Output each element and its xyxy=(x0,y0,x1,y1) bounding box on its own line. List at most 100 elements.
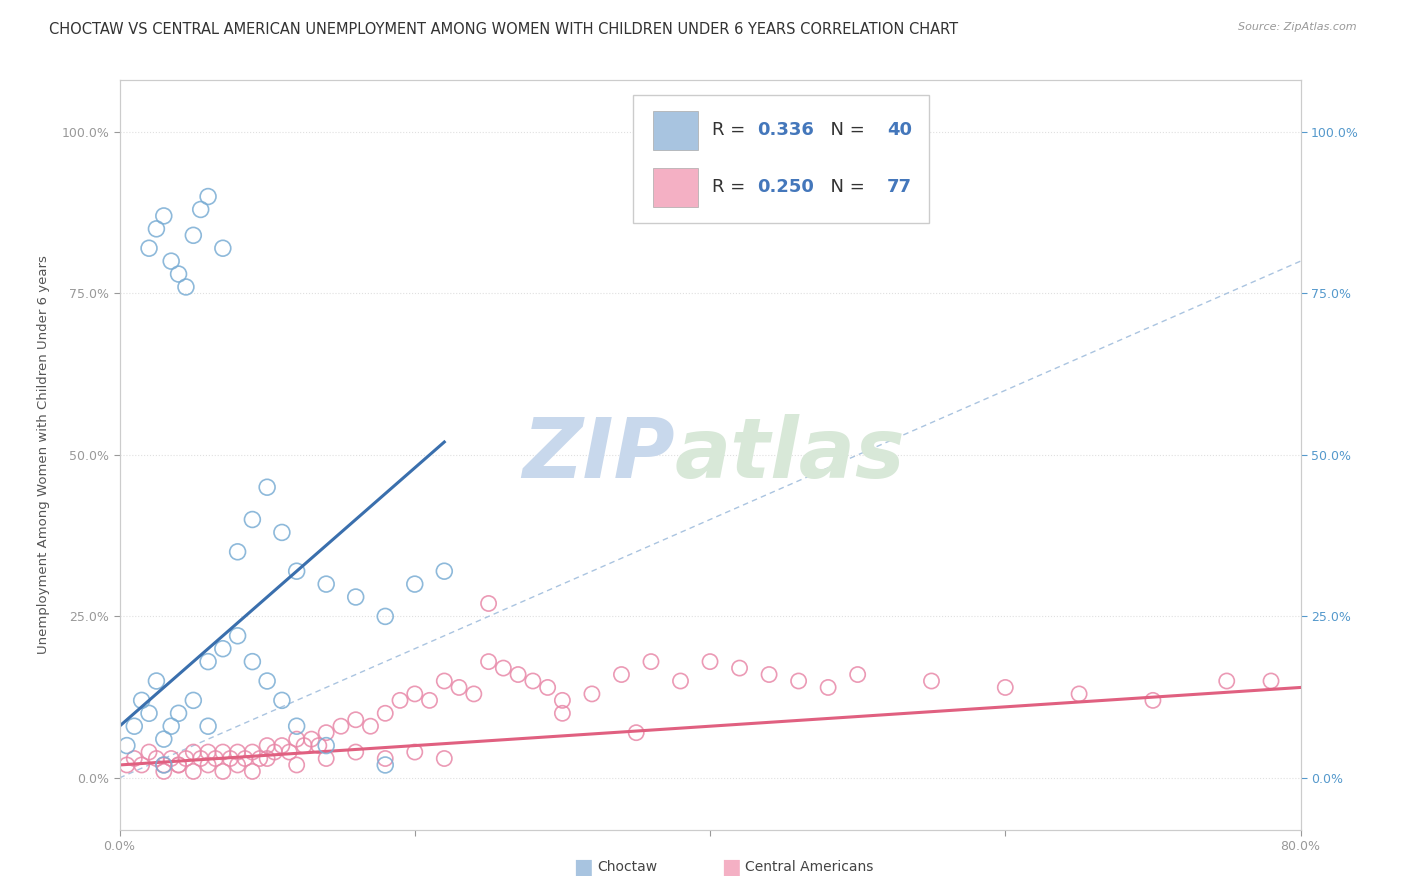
Point xyxy=(160,719,183,733)
Point xyxy=(138,241,160,255)
Point xyxy=(190,202,212,217)
Point xyxy=(211,641,233,656)
Point xyxy=(329,719,352,733)
Text: 77: 77 xyxy=(887,178,912,196)
Point xyxy=(344,590,367,604)
Point xyxy=(226,758,249,772)
Point xyxy=(167,758,190,772)
Point xyxy=(374,706,396,721)
Point xyxy=(263,745,285,759)
Point xyxy=(270,739,294,753)
FancyBboxPatch shape xyxy=(654,111,699,150)
Point xyxy=(226,745,249,759)
Text: atlas: atlas xyxy=(675,415,905,495)
Point xyxy=(344,713,367,727)
Point xyxy=(145,673,167,688)
Point xyxy=(153,209,174,223)
Point xyxy=(433,673,456,688)
Text: Central Americans: Central Americans xyxy=(745,860,873,874)
Point xyxy=(433,564,456,578)
Point xyxy=(640,655,662,669)
Point xyxy=(160,751,183,765)
Point xyxy=(551,706,574,721)
Text: ■: ■ xyxy=(574,857,593,877)
Point xyxy=(183,745,205,759)
Point xyxy=(308,739,330,753)
Point xyxy=(360,719,382,733)
Point xyxy=(197,189,219,203)
Point xyxy=(404,577,426,591)
Point xyxy=(256,751,278,765)
Point xyxy=(211,764,233,779)
Point xyxy=(256,673,278,688)
Point xyxy=(183,228,205,243)
Text: 40: 40 xyxy=(887,121,912,139)
Point xyxy=(242,745,264,759)
Point xyxy=(115,758,138,772)
Point xyxy=(167,758,190,772)
Point xyxy=(728,661,751,675)
Point xyxy=(138,706,160,721)
Point xyxy=(1069,687,1091,701)
Point xyxy=(270,693,294,707)
Point xyxy=(344,745,367,759)
Point xyxy=(226,545,249,559)
Point xyxy=(124,719,146,733)
Point xyxy=(153,764,174,779)
Point xyxy=(285,564,308,578)
Point xyxy=(242,512,264,526)
Point xyxy=(285,719,308,733)
Point xyxy=(249,751,271,765)
Text: ZIP: ZIP xyxy=(522,415,675,495)
Point xyxy=(787,673,810,688)
Point xyxy=(183,764,205,779)
Point xyxy=(183,693,205,707)
Point xyxy=(551,693,574,707)
Point xyxy=(115,739,138,753)
Point xyxy=(160,254,183,268)
Point xyxy=(211,745,233,759)
Point xyxy=(994,681,1017,695)
FancyBboxPatch shape xyxy=(633,95,928,223)
Point xyxy=(197,719,219,733)
Text: N =: N = xyxy=(818,178,870,196)
Point xyxy=(131,693,153,707)
Text: 0.336: 0.336 xyxy=(758,121,814,139)
Point xyxy=(174,751,197,765)
Point xyxy=(419,693,441,707)
Point xyxy=(315,751,337,765)
Point xyxy=(626,725,648,739)
Point xyxy=(219,751,242,765)
Point xyxy=(270,525,294,540)
Y-axis label: Unemployment Among Women with Children Under 6 years: Unemployment Among Women with Children U… xyxy=(37,255,51,655)
Point xyxy=(256,480,278,494)
Point xyxy=(197,745,219,759)
Point xyxy=(817,681,839,695)
Point xyxy=(153,758,174,772)
Point xyxy=(506,667,529,681)
Point xyxy=(610,667,633,681)
Point xyxy=(131,758,153,772)
Point xyxy=(138,745,160,759)
Point xyxy=(315,725,337,739)
Point xyxy=(669,673,692,688)
Point xyxy=(537,681,560,695)
Point xyxy=(167,267,190,281)
Point xyxy=(197,655,219,669)
Text: ■: ■ xyxy=(721,857,741,877)
FancyBboxPatch shape xyxy=(654,168,699,207)
Point xyxy=(1215,673,1237,688)
Point xyxy=(699,655,721,669)
Point xyxy=(315,577,337,591)
Point xyxy=(153,758,174,772)
Point xyxy=(433,751,456,765)
Point xyxy=(153,732,174,747)
Point xyxy=(242,655,264,669)
Point xyxy=(463,687,485,701)
Point xyxy=(145,222,167,236)
Point xyxy=(167,706,190,721)
Point xyxy=(124,751,146,765)
Text: R =: R = xyxy=(713,178,751,196)
Point xyxy=(174,280,197,294)
Point xyxy=(404,687,426,701)
